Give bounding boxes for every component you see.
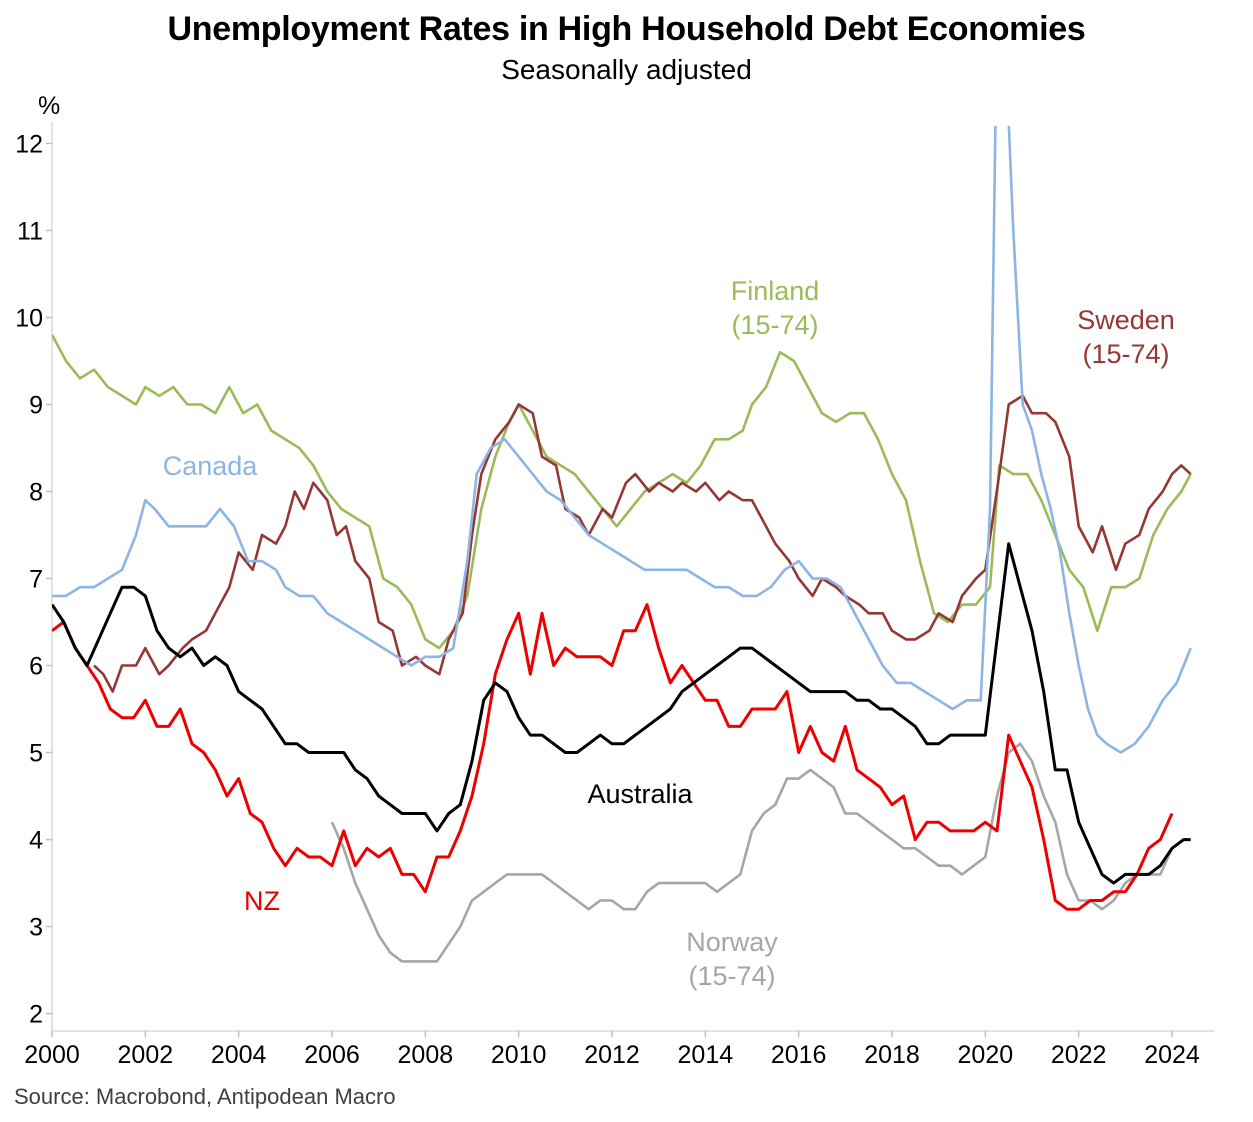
y-tick-label: 11 bbox=[17, 217, 43, 245]
x-tick-label: 2024 bbox=[1144, 1041, 1200, 1069]
y-tick-label: 6 bbox=[29, 653, 43, 681]
series-label-nz: NZ bbox=[244, 886, 280, 916]
y-tick-label: 3 bbox=[29, 914, 43, 942]
x-tick-label: 2018 bbox=[864, 1041, 920, 1069]
x-tick-label: 2008 bbox=[398, 1041, 454, 1069]
series-label-line: (15-74) bbox=[688, 961, 775, 991]
y-tick-label: 10 bbox=[15, 304, 43, 332]
series-label-line: (15-74) bbox=[1082, 339, 1169, 369]
y-tick-label: 7 bbox=[29, 566, 43, 594]
y-tick-label: 2 bbox=[29, 1001, 43, 1029]
series-label-line: Norway bbox=[686, 927, 778, 957]
chart-title: Unemployment Rates in High Household Deb… bbox=[167, 10, 1086, 48]
series-label-sweden: Sweden (15-74) bbox=[1077, 305, 1175, 369]
series-label-line: (15-74) bbox=[731, 310, 818, 340]
y-tick-label: 9 bbox=[29, 391, 43, 419]
series-lines bbox=[52, 126, 1192, 963]
series-label-line: Sweden bbox=[1077, 305, 1175, 335]
source-note: Source: Macrobond, Antipodean Macro bbox=[14, 1084, 396, 1109]
series-line-nz bbox=[52, 603, 1174, 911]
axes: 2 3 4 5 6 7 8 9 10 11 12 2000 2002 2004 2006 2008 2010 20… bbox=[15, 92, 1214, 1069]
y-tick-label: 4 bbox=[29, 827, 43, 855]
series-line-australia bbox=[52, 542, 1191, 885]
series-label-line: NZ bbox=[244, 886, 280, 916]
series-line-finland bbox=[52, 334, 1192, 650]
y-tick-label: 8 bbox=[29, 478, 43, 506]
series-labels: Finland (15-74) Sweden (15-74) Canada Austral… bbox=[163, 276, 1175, 991]
series-label-line: Canada bbox=[163, 451, 259, 481]
x-tick-label: 2016 bbox=[771, 1041, 827, 1069]
series-line-norway bbox=[330, 742, 1185, 963]
y-axis-unit: % bbox=[38, 92, 60, 120]
y-tick-label: 12 bbox=[15, 130, 43, 158]
x-tick-label: 2002 bbox=[118, 1041, 174, 1069]
series-label-finland: Finland (15-74) bbox=[731, 276, 820, 340]
series-line-canada bbox=[52, 126, 1192, 754]
x-tick-label: 2022 bbox=[1051, 1041, 1107, 1069]
series-label-line: Finland bbox=[731, 276, 820, 306]
series-label-line: Australia bbox=[587, 779, 693, 809]
x-tick-label: 2004 bbox=[211, 1041, 267, 1069]
series-label-australia: Australia bbox=[587, 779, 693, 809]
chart-subtitle: Seasonally adjusted bbox=[501, 54, 752, 85]
line-chart: 2 3 4 5 6 7 8 9 10 11 12 2000 2002 2004 2006 2008 2010 20… bbox=[15, 92, 1214, 1069]
x-tick-label: 2006 bbox=[304, 1041, 360, 1069]
x-tick-label: 2010 bbox=[491, 1041, 547, 1069]
x-tick-label: 2012 bbox=[584, 1041, 640, 1069]
y-tick-label: 5 bbox=[29, 740, 43, 768]
x-tick-label: 2020 bbox=[958, 1041, 1014, 1069]
x-tick-label: 2014 bbox=[678, 1041, 734, 1069]
series-label-norway: Norway (15-74) bbox=[686, 927, 778, 991]
series-line-sweden bbox=[93, 394, 1192, 693]
series-label-canada: Canada bbox=[163, 451, 259, 481]
x-tick-label: 2000 bbox=[24, 1041, 80, 1069]
